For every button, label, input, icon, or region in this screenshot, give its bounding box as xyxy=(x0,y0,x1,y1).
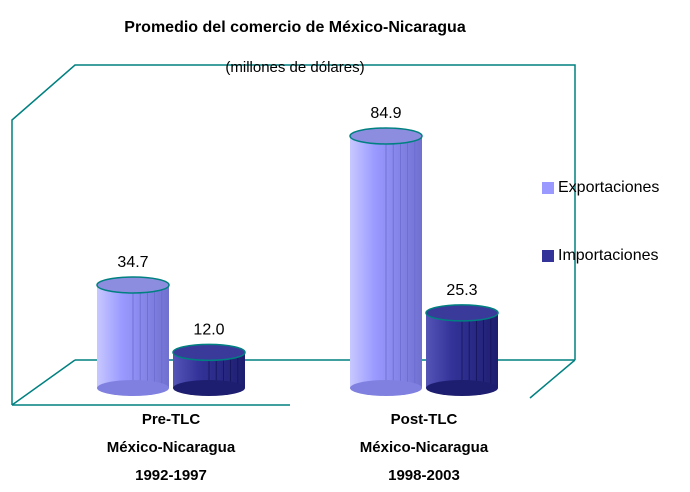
chart-subtitle: (millones de dólares) xyxy=(225,59,364,76)
bar-base xyxy=(426,380,498,396)
legend-swatch xyxy=(542,182,554,194)
bar-cap xyxy=(172,343,246,362)
legend-swatch xyxy=(542,250,554,262)
data-label: 84.9 xyxy=(370,105,401,122)
x-tick-label: Pre-TLC México-Nicaragua 1992-1997 xyxy=(106,411,236,484)
bar-base xyxy=(350,380,422,396)
data-label: 25.3 xyxy=(446,282,477,299)
x-tick-label: Post-TLC México-Nicaragua 1998-2003 xyxy=(359,411,489,484)
data-label: 34.7 xyxy=(117,254,148,271)
bar-base xyxy=(97,380,169,396)
bar-cap xyxy=(425,304,499,322)
bar-base xyxy=(173,380,245,396)
legend-label: Importaciones xyxy=(558,247,659,264)
legend-label: Exportaciones xyxy=(558,179,659,196)
chart-title: Promedio del comercio de México-Nicaragu… xyxy=(124,19,466,36)
bar-cap xyxy=(96,276,170,294)
data-label: 12.0 xyxy=(193,322,224,339)
bar-cap xyxy=(349,127,423,145)
